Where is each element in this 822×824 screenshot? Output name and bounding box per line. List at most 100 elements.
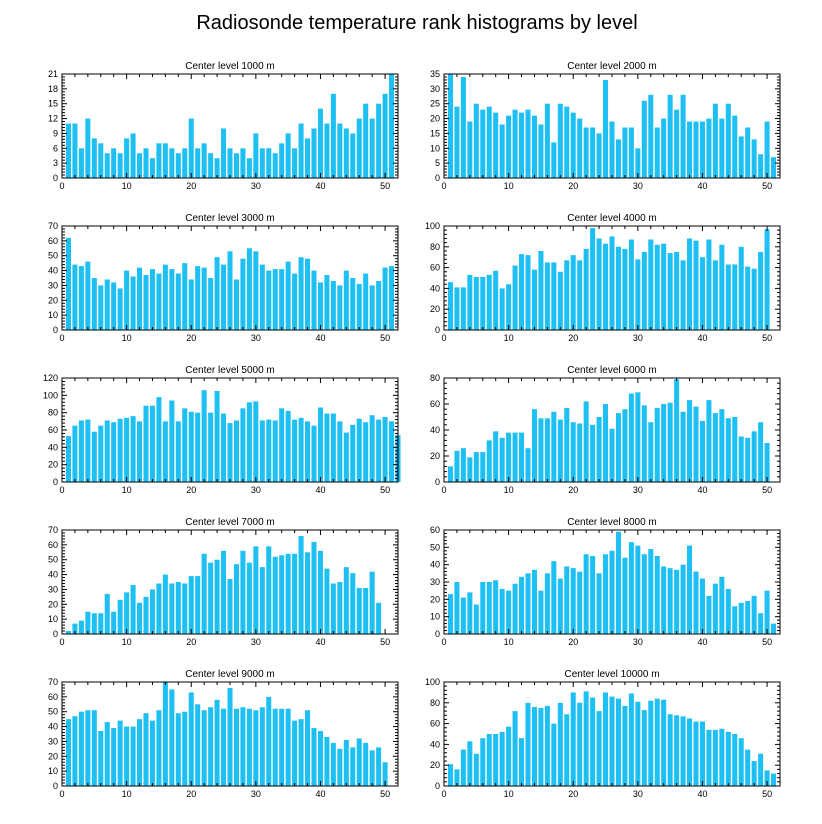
- bar: [188, 279, 194, 330]
- bar: [208, 412, 214, 482]
- bar: [201, 143, 207, 178]
- bar: [693, 721, 699, 786]
- bar: [195, 576, 201, 634]
- bar: [493, 112, 499, 178]
- bar: [473, 276, 479, 330]
- x-tick-label: 0: [441, 485, 446, 495]
- bar: [208, 278, 214, 330]
- bar: [227, 423, 233, 482]
- bar: [499, 731, 505, 786]
- bar: [609, 428, 615, 482]
- bar: [699, 121, 705, 178]
- bar: [603, 404, 609, 482]
- bar: [266, 696, 272, 786]
- bar: [266, 546, 272, 634]
- bar: [635, 392, 641, 482]
- bar: [324, 123, 330, 178]
- bar: [667, 253, 673, 330]
- bar: [570, 568, 576, 634]
- bar: [292, 273, 298, 330]
- bar: [661, 118, 667, 178]
- bar: [467, 457, 473, 482]
- bar: [447, 466, 453, 482]
- panel-2: Center level 2000 m 0 10 20 30 40 50 0 5 10 15 20 25…: [430, 61, 781, 191]
- bar: [104, 153, 110, 178]
- bar: [382, 93, 388, 178]
- bar: [272, 420, 278, 482]
- bar: [596, 711, 602, 786]
- bar: [175, 273, 181, 330]
- y-tick-label: 20: [430, 594, 440, 604]
- bar: [512, 109, 518, 178]
- bar: [221, 550, 227, 634]
- y-tick-label: 10: [430, 143, 440, 153]
- bar: [622, 705, 628, 786]
- bar: [201, 267, 207, 330]
- bar: [233, 708, 239, 786]
- bar: [356, 283, 362, 330]
- y-tick-label: 40: [430, 283, 440, 293]
- bar: [609, 696, 615, 786]
- bar: [628, 542, 634, 634]
- bar: [751, 761, 757, 786]
- x-tick-label: 10: [122, 637, 132, 647]
- bar: [603, 692, 609, 786]
- y-tick-label: 40: [48, 266, 58, 276]
- x-tick-label: 50: [380, 181, 390, 191]
- bar: [738, 738, 744, 786]
- bar: [350, 747, 356, 786]
- bar: [648, 422, 654, 482]
- bar: [117, 288, 123, 330]
- bar: [130, 416, 136, 482]
- bar: [149, 158, 155, 178]
- x-tick-label: 30: [251, 637, 261, 647]
- bar: [732, 417, 738, 482]
- bar: [538, 250, 544, 330]
- bar: [272, 708, 278, 786]
- bar: [480, 452, 486, 482]
- y-tick-label: 70: [48, 525, 58, 535]
- x-tick-label: 0: [441, 181, 446, 191]
- bar: [570, 422, 576, 482]
- bar: [317, 550, 323, 634]
- bar: [674, 569, 680, 634]
- bar: [674, 109, 680, 178]
- bar: [337, 582, 343, 634]
- bar: [253, 546, 259, 634]
- bar: [214, 391, 220, 482]
- panel-title: Center level 9000 m: [185, 669, 275, 680]
- bar: [751, 431, 757, 482]
- bar: [175, 421, 181, 482]
- bar: [156, 397, 162, 482]
- x-tick-label: 0: [59, 485, 64, 495]
- bar: [674, 379, 680, 482]
- bar: [376, 103, 382, 178]
- bar: [706, 118, 712, 178]
- bar: [85, 710, 91, 786]
- bar: [467, 741, 473, 786]
- bar: [259, 148, 265, 178]
- bar: [699, 257, 705, 330]
- bar: [389, 421, 395, 482]
- bar: [246, 708, 252, 786]
- bar: [156, 710, 162, 786]
- bar: [143, 148, 149, 178]
- bar: [603, 554, 609, 634]
- bar: [725, 588, 731, 634]
- bar: [130, 133, 136, 178]
- bar: [369, 118, 375, 178]
- bar: [117, 418, 123, 482]
- bar: [590, 424, 596, 482]
- panel-title: Center level 6000 m: [567, 365, 657, 376]
- bar: [124, 726, 130, 786]
- bar: [687, 238, 693, 330]
- y-tick-label: 0: [53, 477, 58, 487]
- x-tick-label: 0: [441, 333, 446, 343]
- x-tick-label: 50: [380, 637, 390, 647]
- bar: [324, 413, 330, 482]
- y-tick-label: 10: [430, 612, 440, 622]
- x-tick-label: 20: [186, 637, 196, 647]
- bar: [350, 573, 356, 634]
- y-tick-label: 120: [43, 373, 58, 383]
- panel-title: Center level 7000 m: [185, 517, 275, 528]
